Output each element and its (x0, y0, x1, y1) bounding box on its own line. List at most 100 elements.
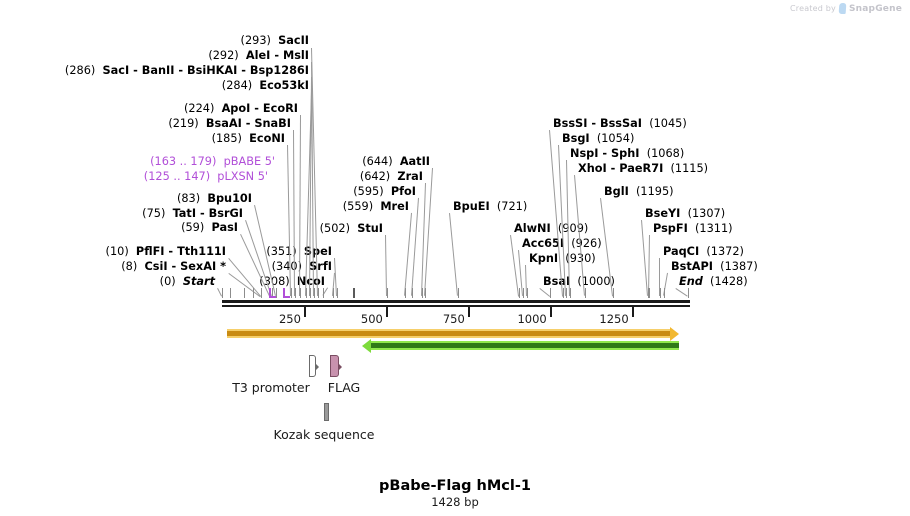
feature-label-kozak: Kozak sequence (273, 427, 375, 442)
site-label-aatii: (644) AatII (362, 155, 430, 168)
site-label-zrai: (642) ZraI (359, 170, 423, 183)
backbone-bar (222, 300, 690, 303)
site-label-nspi-sphi: NspI - SphI (1068) (570, 147, 685, 160)
site-hash-13 (314, 288, 315, 298)
primer-label-pbabe5: (163 .. 179) pBABE 5' (150, 155, 275, 168)
snapgene-logo-icon (838, 3, 847, 14)
site-hash-2 (244, 288, 245, 298)
feature-shape-flag (330, 355, 342, 377)
site-label-csii-sexai: (8) CsiI - SexAI * (121, 260, 226, 273)
orf-orange-shaft (227, 329, 670, 338)
site-label-paqci: PaqCI (1372) (663, 245, 744, 258)
site-hash-10 (300, 288, 301, 298)
site-label-apoi-ecori: (224) ApoI - EcoRI (183, 102, 298, 115)
site-label-eco53ki: (284) Eco53kI (221, 79, 309, 92)
site-label-alei-msli: (292) AleI - MslI (208, 49, 309, 62)
site-label-bsai: BsaI (1000) (543, 275, 615, 288)
leader-line-right-10 (641, 220, 648, 297)
ruler-tick-1000 (549, 307, 552, 317)
site-label-start: (0) Start (159, 275, 215, 288)
site-hash-20 (412, 288, 413, 298)
leader-line-mid-2 (411, 197, 419, 296)
site-label-bsgi: BsgI (1054) (562, 132, 635, 145)
site-label-bpuei: BpuEI (721) (453, 200, 528, 213)
site-hash-32 (613, 288, 614, 298)
site-hash-22 (425, 288, 426, 298)
leader-line-left-5 (293, 130, 295, 297)
feature-arrowhead-t3-promoter (315, 363, 319, 371)
site-hash-35 (660, 288, 661, 298)
site-hash-17 (337, 288, 338, 298)
site-label-sacii: (293) SacII (240, 34, 309, 47)
site-hash-12 (310, 288, 311, 298)
site-hash-16 (333, 288, 334, 298)
site-label-saci-group: (286) SacI - BanII - BsiHKAI - Bsp1286I (64, 64, 309, 77)
primer-hash-0 (269, 288, 271, 298)
site-label-stui: (502) StuI (319, 222, 383, 235)
plasmid-size: 1428 bp (431, 495, 479, 509)
feature-shape-kozak (324, 403, 329, 421)
site-hash-18 (387, 288, 388, 298)
site-label-econi: (185) EcoNI (211, 132, 285, 145)
feature-arrowhead-flag (338, 363, 342, 371)
site-hash-24 (519, 288, 520, 298)
site-hash-29 (566, 288, 567, 298)
primer-label-plxsn5: (125 .. 147) pLXSN 5' (143, 170, 268, 183)
orf-green-arrowhead (362, 339, 371, 353)
site-hash-27 (550, 288, 551, 298)
leader-line-right-6 (510, 235, 519, 297)
primer-hash-foot-1 (283, 296, 290, 298)
site-label-pfoi: (595) PfoI (353, 185, 416, 198)
site-label-bgli: BglI (1195) (604, 185, 674, 198)
ruler-tick-750 (467, 307, 470, 317)
site-hash-6 (272, 288, 273, 298)
site-label-bstapi: BstAPI (1387) (671, 260, 758, 273)
site-label-pasi: (59) PasI (181, 221, 238, 234)
site-hash-30 (570, 288, 571, 298)
site-label-end: End (1428) (679, 275, 748, 288)
leader-line-mid-4 (385, 235, 387, 297)
watermark-brand: SnapGene (848, 3, 902, 14)
site-hash-34 (649, 288, 650, 298)
page-title: pBabe-Flag hMcl-1 (379, 478, 531, 494)
site-label-alwni: AlwNI (909) (514, 222, 589, 235)
site-hash-14 (318, 288, 319, 298)
leader-line-right-2 (558, 145, 566, 297)
site-label-bpu10i: (83) Bpu10I (176, 192, 252, 205)
site-hash-0 (222, 288, 223, 298)
site-label-tati-bsrgi: (75) TatI - BsrGI (142, 207, 243, 220)
ruler-tick-label-250: 250 (278, 312, 301, 326)
site-label-pflfi-tth111i: (10) PflFI - Tth111I (105, 245, 226, 258)
site-hash-7 (276, 288, 277, 298)
feature-label-t3-promoter: T3 promoter (232, 380, 310, 395)
site-hash-3 (253, 288, 254, 298)
site-label-xhoi-paer7i: XhoI - PaeR7I (1115) (578, 162, 709, 175)
leader-line-right-9 (539, 288, 550, 297)
site-hash-28 (563, 288, 564, 298)
site-hash-1 (230, 288, 231, 298)
site-hash-23 (458, 288, 459, 298)
site-hash-25 (523, 288, 524, 298)
site-hash-19 (405, 288, 406, 298)
site-hash-36 (664, 288, 665, 298)
site-hash-33 (648, 288, 649, 298)
feature-shape-t3-promoter (309, 355, 319, 377)
ruler-tick-500 (385, 307, 388, 317)
ruler-tick-label-500: 500 (360, 312, 383, 326)
leader-line-right-14 (675, 288, 688, 297)
orf-arrow-orange (227, 327, 679, 341)
backbone-bar-lower (222, 305, 690, 307)
site-hash-4 (261, 288, 262, 298)
ruler-tick-250 (303, 307, 306, 317)
ruler-tick-1250 (631, 307, 634, 317)
ruler-tick-label-1000: 1000 (517, 312, 547, 326)
feature-label-flag: FLAG (327, 380, 361, 395)
snapgene-watermark: Created by SnapGene (790, 3, 902, 14)
primer-hash-foot-0 (269, 296, 276, 298)
site-hash-21 (422, 288, 423, 298)
site-label-bseyi: BseYI (1307) (645, 207, 726, 220)
site-hash-37 (688, 288, 689, 298)
site-label-bsssi-bsssai: BssSI - BssSaI (1045) (553, 117, 687, 130)
orf-green-shaft (371, 341, 679, 350)
feature-hash-kozak (353, 288, 355, 298)
